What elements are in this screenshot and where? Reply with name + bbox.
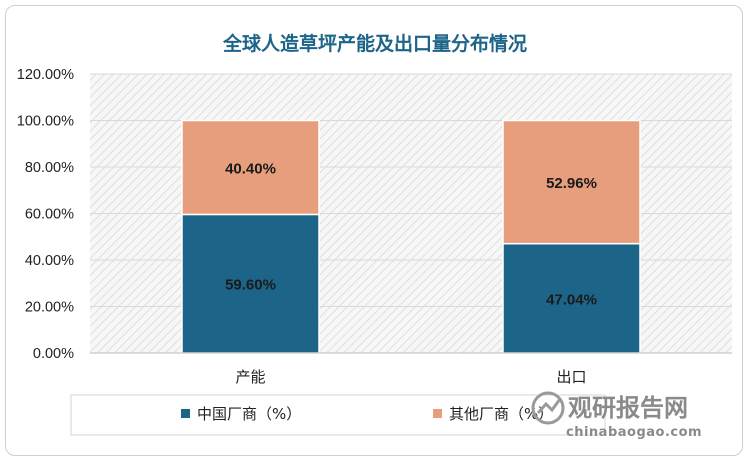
legend-items: 中国厂商（%） 其他厂商（%）	[181, 405, 553, 423]
y-tick-label: 120.00%	[17, 67, 74, 83]
y-tick-label: 100.00%	[17, 114, 74, 130]
data-label: 40.40%	[225, 160, 276, 177]
data-labels: 59.60% 40.40% 47.04% 52.96%	[225, 160, 597, 308]
y-axis-ticks: 0.00% 20.00% 40.00% 60.00% 80.00% 100.00% 120.…	[17, 67, 74, 362]
bars	[181, 119, 641, 354]
y-tick-label: 40.00%	[25, 253, 74, 269]
legend	[70, 394, 606, 436]
y-tick-label: 60.00%	[25, 207, 74, 223]
logo-trend-icon	[536, 398, 562, 414]
y-tick-label: 80.00%	[25, 160, 74, 176]
legend-swatch	[433, 409, 442, 418]
chart-title: 全球人造草坪产能及出口量分布情况	[222, 32, 527, 55]
legend-label: 其他厂商（%）	[449, 405, 553, 423]
data-label: 59.60%	[225, 277, 276, 294]
watermark-logo: 观研报告网 chinabaogao.com	[531, 391, 702, 440]
legend-swatch	[181, 409, 190, 418]
x-axis-categories: 产能 出口	[235, 368, 586, 386]
data-label: 47.04%	[546, 291, 597, 308]
y-tick-label: 0.00%	[33, 346, 74, 362]
bar-segment	[181, 119, 320, 216]
data-label: 52.96%	[546, 175, 597, 192]
legend-label: 中国厂商（%）	[197, 405, 301, 423]
logo-ring-icon	[531, 391, 565, 425]
bar-segment	[502, 119, 641, 245]
x-category-label: 产能	[235, 368, 265, 386]
watermark-name: 观研报告网	[568, 394, 688, 422]
x-category-label: 出口	[556, 368, 586, 386]
y-tick-label: 20.00%	[25, 300, 74, 316]
watermark-url: chinabaogao.com	[566, 425, 702, 440]
